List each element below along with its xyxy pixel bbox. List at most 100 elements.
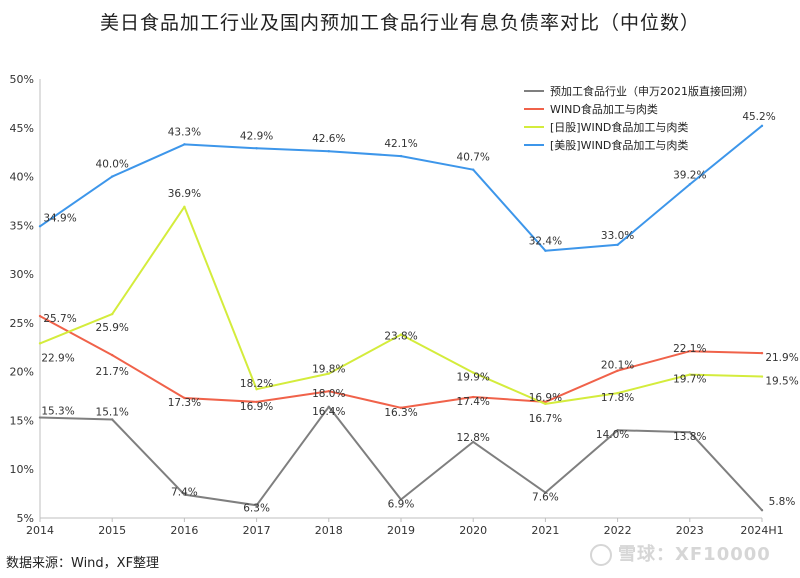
data-point (38, 342, 42, 345)
data-point (111, 175, 114, 178)
data-point (544, 491, 547, 494)
data-label: 25.7% (43, 313, 76, 325)
data-point (399, 333, 403, 336)
data-label: 18.0% (312, 388, 345, 400)
data-point (111, 353, 114, 357)
data-label: 13.8% (673, 431, 706, 443)
data-label: 19.9% (457, 372, 490, 384)
x-tick-label: 2018 (315, 524, 343, 537)
series-line-3 (39, 205, 763, 405)
data-point (472, 395, 475, 399)
data-label: 42.6% (312, 133, 345, 145)
data-point (255, 388, 258, 391)
data-point (472, 168, 475, 171)
legend-entry: [日股]WIND食品加工与肉类 (550, 120, 688, 134)
x-tick-label: 2016 (170, 524, 198, 537)
data-point (616, 391, 619, 395)
data-label: 16.3% (384, 407, 417, 419)
x-tick-label: 2020 (459, 524, 487, 537)
data-point (111, 418, 114, 421)
data-labels-layer: 15.3% 15.1% 7.4% 6.3% 16.4% 6.9% 12.8% 7.6% 14.0… (41, 111, 798, 514)
y-tick-label: 5% (17, 512, 34, 525)
data-point (760, 375, 764, 378)
data-label: 12.8% (457, 432, 490, 444)
data-point (544, 400, 547, 404)
x-tick-label: 2023 (676, 524, 704, 537)
data-point (616, 369, 619, 372)
data-point (544, 249, 547, 252)
y-tick-label: 40% (10, 171, 34, 184)
data-label: 25.9% (96, 322, 129, 334)
y-tick-label: 45% (10, 122, 34, 135)
data-point (760, 508, 764, 512)
data-label: 15.1% (96, 406, 129, 418)
data-label: 19.8% (312, 364, 345, 376)
data-point (327, 389, 330, 393)
data-label: 17.4% (457, 396, 490, 408)
legend-entry: WIND食品加工与肉类 (550, 102, 658, 116)
legend-entry: 预加工食品行业（申万2021版直接回溯） (550, 84, 754, 98)
data-point (472, 440, 475, 444)
data-label: 6.3% (243, 502, 270, 514)
watermark: 雪球：XF10000 (590, 540, 771, 566)
data-label: 21.9% (765, 352, 798, 364)
data-label: 6.9% (388, 498, 415, 510)
data-point (688, 349, 691, 353)
data-point (760, 124, 764, 128)
data-label: 34.9% (43, 212, 76, 224)
y-tick-label: 30% (10, 268, 34, 281)
x-tick-label: 2022 (604, 524, 632, 537)
data-point (472, 371, 475, 374)
data-point (688, 373, 691, 376)
data-label: 40.7% (457, 152, 490, 164)
data-label: 20.1% (601, 360, 634, 372)
axes: 5% 10% 15% 20% 25% 30% 35% 40% 45% 50% 2014 2015 201… (10, 73, 784, 537)
data-point (183, 205, 186, 208)
data-point (616, 429, 619, 432)
data-point (327, 405, 330, 408)
x-tick-label: 2021 (531, 524, 559, 537)
data-point (399, 154, 403, 158)
data-label: 22.1% (673, 343, 706, 355)
data-point (616, 243, 619, 247)
data-point (183, 396, 186, 400)
data-label: 21.7% (96, 366, 129, 378)
data-point (399, 498, 403, 501)
data-point (111, 312, 114, 316)
chart-title: 美日食品加工行业及国内预加工食品行业有息负债率对比（中位数） (99, 12, 700, 34)
data-label: 39.2% (673, 169, 706, 181)
y-tick-label: 15% (10, 414, 34, 427)
data-label: 16.9% (240, 401, 273, 413)
y-tick-label: 25% (10, 317, 34, 330)
data-label: 16.4% (312, 406, 345, 418)
data-label: 18.2% (240, 378, 273, 390)
x-tick-label: 2015 (98, 524, 126, 537)
series-layer (38, 124, 764, 512)
data-point (688, 183, 691, 186)
watermark-text: 雪球：XF10000 (618, 544, 771, 565)
data-label: 7.6% (532, 492, 559, 504)
data-label: 5.8% (769, 496, 796, 508)
data-label: 17.3% (168, 397, 201, 409)
data-point (38, 225, 42, 228)
data-point (255, 147, 258, 150)
data-point (760, 351, 764, 355)
data-point (327, 149, 330, 153)
legend: 预加工食品行业（申万2021版直接回溯） WIND食品加工与肉类 [日股]WIND食… (524, 84, 754, 152)
data-label: 15.3% (41, 406, 74, 418)
legend-entry: [美股]WIND食品加工与肉类 (550, 138, 688, 152)
data-label: 32.4% (529, 236, 562, 248)
data-label: 19.5% (765, 376, 798, 388)
data-label: 22.9% (41, 352, 74, 364)
y-tick-label: 35% (10, 219, 34, 232)
y-tick-label: 50% (10, 73, 34, 86)
data-label: 42.1% (384, 138, 417, 150)
data-point (399, 406, 403, 409)
series-line-1 (39, 405, 763, 511)
data-point (688, 430, 691, 434)
x-tick-label: 2024H1 (740, 524, 783, 537)
watermark-logo-icon (590, 544, 612, 566)
data-label: 45.2% (742, 111, 775, 123)
data-point (183, 143, 186, 146)
